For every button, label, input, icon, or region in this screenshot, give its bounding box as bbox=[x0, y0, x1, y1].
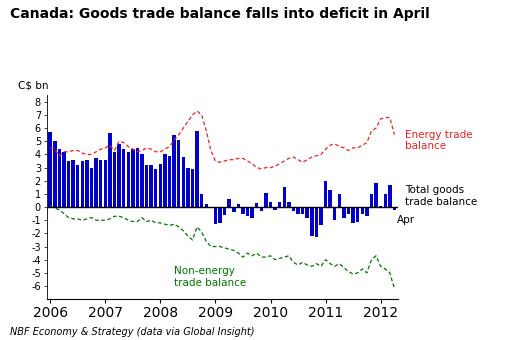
Bar bbox=[205, 204, 208, 207]
Bar bbox=[62, 152, 66, 207]
Bar bbox=[287, 202, 291, 207]
Bar bbox=[324, 181, 327, 207]
Bar bbox=[296, 207, 300, 214]
Bar bbox=[53, 141, 56, 207]
Bar bbox=[76, 165, 80, 207]
Bar bbox=[122, 149, 125, 207]
Bar bbox=[260, 207, 263, 211]
Bar bbox=[131, 149, 134, 207]
Bar bbox=[223, 207, 226, 215]
Bar bbox=[103, 160, 107, 207]
Bar bbox=[237, 204, 240, 207]
Bar bbox=[347, 207, 350, 214]
Bar bbox=[81, 161, 84, 207]
Bar bbox=[246, 207, 249, 216]
Bar bbox=[149, 165, 153, 207]
Bar bbox=[269, 202, 272, 207]
Bar bbox=[374, 183, 378, 207]
Bar bbox=[135, 148, 139, 207]
Bar bbox=[195, 131, 199, 207]
Bar bbox=[218, 207, 222, 223]
Bar bbox=[214, 207, 217, 224]
Bar bbox=[273, 207, 277, 210]
Bar bbox=[283, 187, 286, 207]
Bar bbox=[370, 194, 373, 207]
Bar bbox=[71, 160, 75, 207]
Bar bbox=[191, 169, 194, 207]
Bar bbox=[108, 133, 112, 207]
Bar bbox=[127, 152, 130, 207]
Bar bbox=[58, 149, 61, 207]
Bar bbox=[99, 160, 102, 207]
Bar bbox=[264, 192, 268, 207]
Bar bbox=[145, 165, 148, 207]
Bar bbox=[49, 132, 52, 207]
Bar bbox=[241, 207, 245, 214]
Bar bbox=[365, 207, 369, 216]
Bar bbox=[388, 185, 391, 207]
Bar bbox=[328, 190, 332, 207]
Bar bbox=[159, 164, 162, 207]
Bar bbox=[250, 207, 254, 218]
Text: Total goods
trade balance: Total goods trade balance bbox=[405, 185, 477, 207]
Bar bbox=[232, 207, 236, 212]
Bar bbox=[95, 158, 98, 207]
Bar bbox=[342, 207, 346, 218]
Bar bbox=[181, 157, 185, 207]
Bar bbox=[333, 207, 337, 220]
Bar bbox=[306, 207, 309, 218]
Bar bbox=[315, 207, 318, 237]
Bar bbox=[177, 140, 180, 207]
Bar bbox=[352, 207, 355, 223]
Bar bbox=[172, 135, 176, 207]
Bar bbox=[384, 194, 387, 207]
Bar bbox=[90, 168, 93, 207]
Bar bbox=[356, 207, 359, 222]
Bar bbox=[154, 169, 158, 207]
Bar bbox=[379, 206, 383, 207]
Text: C$ bn: C$ bn bbox=[19, 81, 49, 91]
Bar bbox=[292, 207, 295, 211]
Text: Canada: Goods trade balance falls into deficit in April: Canada: Goods trade balance falls into d… bbox=[10, 7, 430, 21]
Bar bbox=[200, 194, 203, 207]
Bar bbox=[310, 207, 313, 236]
Bar bbox=[85, 160, 88, 207]
Bar bbox=[163, 154, 166, 207]
Bar bbox=[113, 152, 116, 207]
Bar bbox=[338, 194, 341, 207]
Bar bbox=[168, 156, 171, 207]
Bar bbox=[227, 199, 231, 207]
Bar bbox=[320, 207, 323, 225]
Bar bbox=[255, 203, 258, 207]
Text: NBF Economy & Strategy (data via Global Insight): NBF Economy & Strategy (data via Global … bbox=[10, 327, 255, 337]
Bar bbox=[117, 144, 121, 207]
Text: Energy trade
balance: Energy trade balance bbox=[405, 130, 473, 152]
Text: Non-energy
trade balance: Non-energy trade balance bbox=[174, 266, 247, 288]
Bar bbox=[301, 207, 305, 214]
Bar bbox=[67, 161, 70, 207]
Bar bbox=[186, 168, 190, 207]
Bar bbox=[278, 202, 281, 207]
Bar bbox=[393, 207, 396, 210]
Text: Apr: Apr bbox=[397, 215, 415, 225]
Bar bbox=[140, 154, 144, 207]
Bar bbox=[360, 207, 364, 214]
